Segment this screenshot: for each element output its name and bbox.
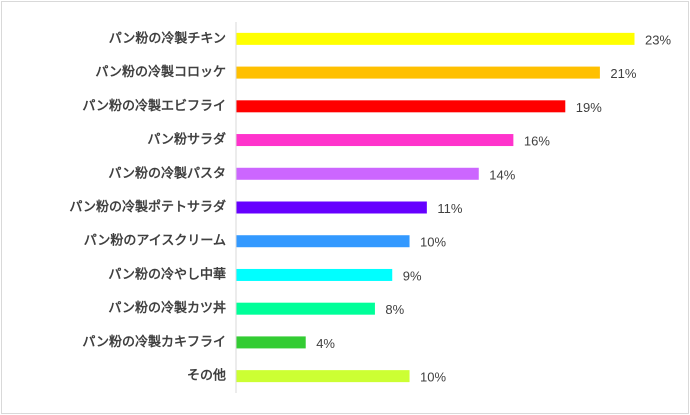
data-label: 16%: [524, 134, 550, 149]
bar: [236, 302, 375, 315]
bar: [236, 32, 635, 45]
category-label: パン粉のアイスクリーム: [84, 233, 226, 249]
bar: [236, 134, 514, 147]
data-label: 19%: [576, 100, 602, 115]
category-label: パン粉の冷製パスタ: [108, 165, 226, 181]
category-label: パン粉の冷製コロッケ: [95, 64, 226, 80]
data-label: 14%: [489, 167, 515, 182]
bar: [236, 201, 427, 214]
bar: [236, 235, 410, 248]
category-label: パン粉の冷製エビフライ: [82, 98, 226, 114]
data-label: 4%: [316, 336, 335, 351]
category-label: パン粉の冷製ポテトサラダ: [69, 199, 226, 215]
category-label: その他: [187, 368, 226, 384]
data-label: 9%: [403, 268, 422, 283]
bar: [236, 66, 600, 79]
category-label: パン粉の冷製カツ丼: [108, 300, 226, 316]
data-label: 8%: [385, 302, 404, 317]
category-label: パン粉サラダ: [147, 132, 226, 148]
bar: [236, 167, 479, 180]
data-label: 23%: [645, 32, 671, 47]
bar: [236, 336, 306, 349]
data-label: 11%: [437, 201, 462, 216]
category-label: パン粉の冷製カキフライ: [82, 334, 226, 350]
data-label: 21%: [610, 66, 636, 81]
bar: [236, 100, 566, 113]
category-label: パン粉の冷製チキン: [109, 30, 226, 46]
bar: [236, 268, 393, 281]
category-label: パン粉の冷やし中華: [108, 266, 226, 282]
bar: [236, 370, 410, 383]
data-label: 10%: [420, 235, 446, 250]
data-label: 10%: [420, 370, 446, 385]
